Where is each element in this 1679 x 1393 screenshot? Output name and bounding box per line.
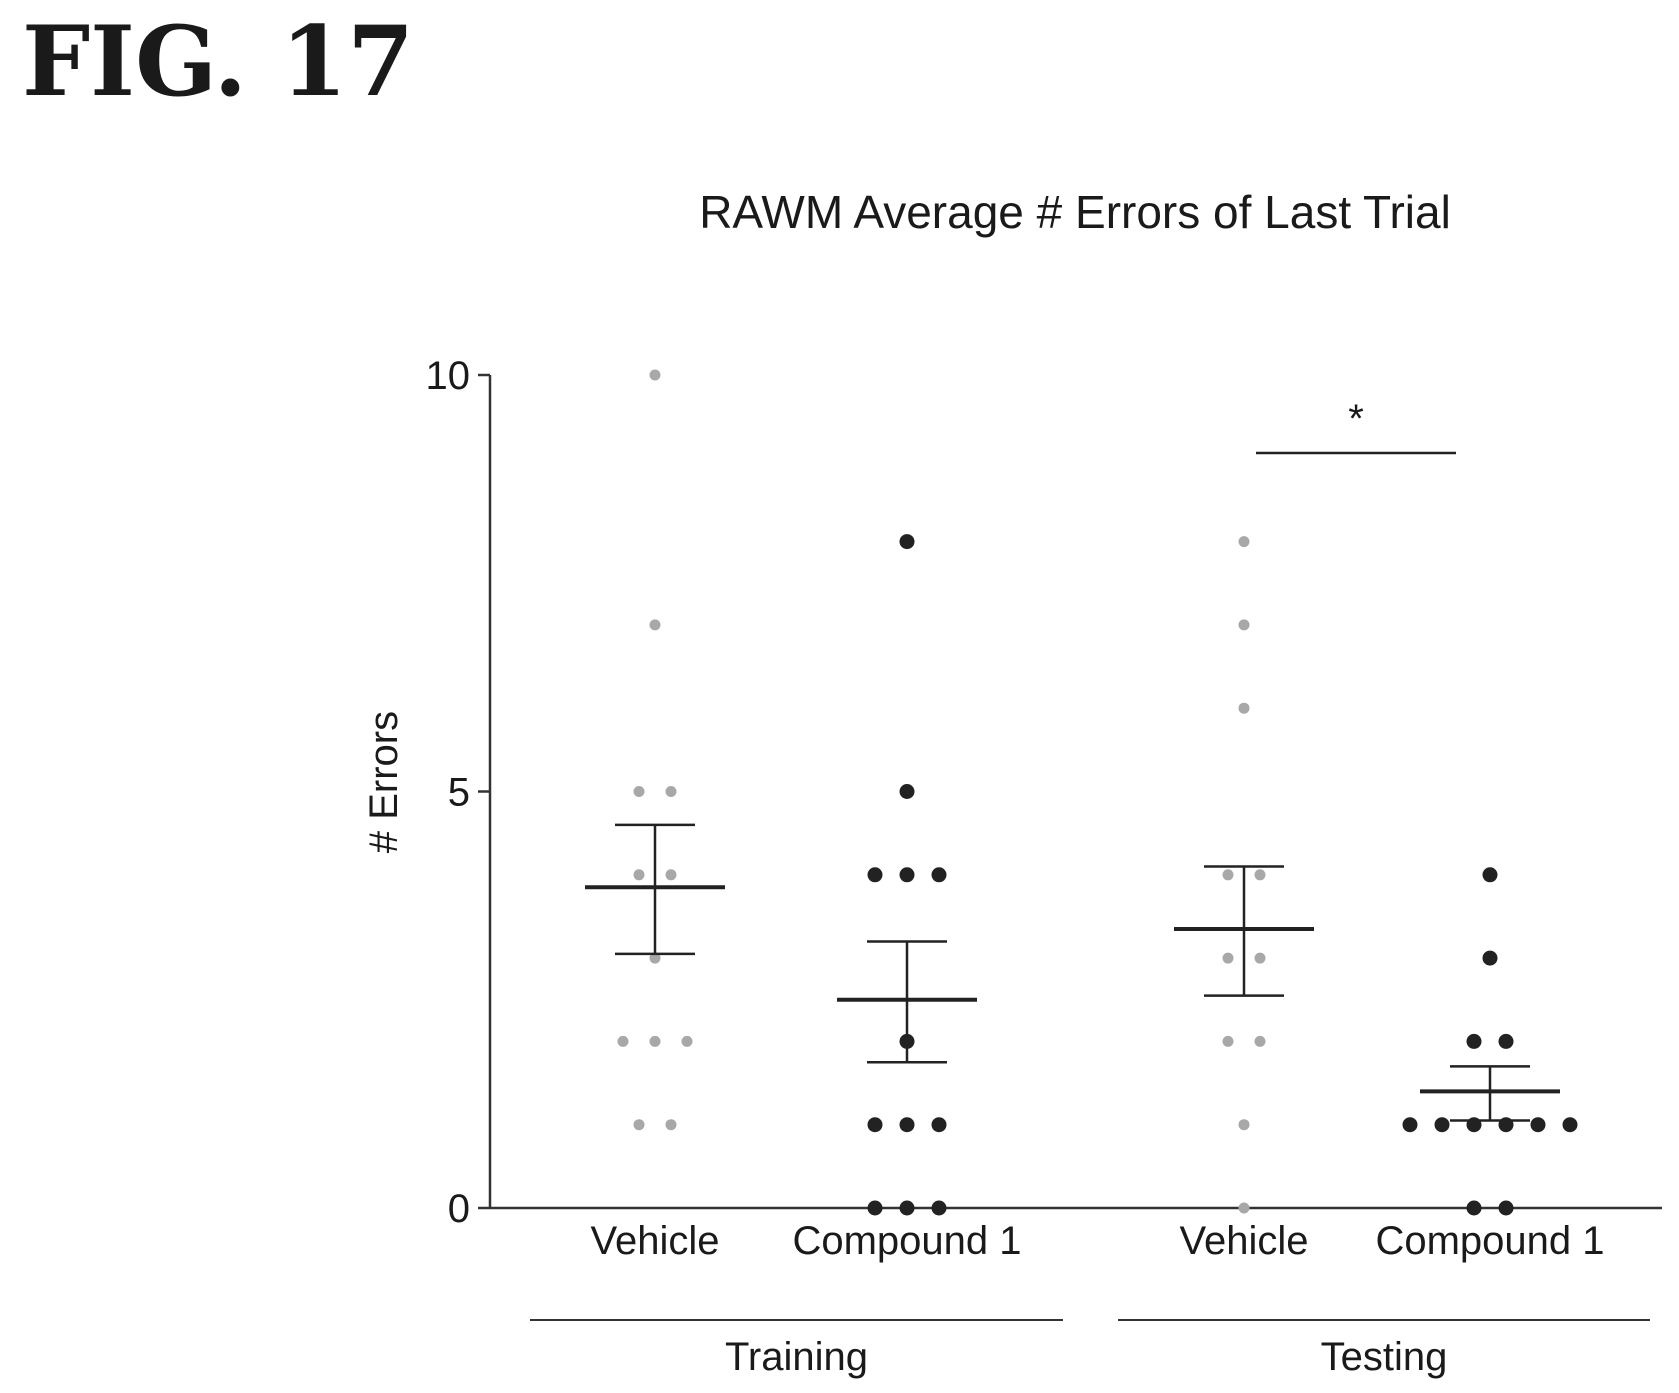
data-point (1482, 950, 1498, 966)
data-point (617, 1035, 629, 1047)
data-point (867, 867, 883, 883)
data-point (633, 1119, 645, 1131)
data-point (1254, 869, 1266, 881)
y-axis-label: # Errors (362, 711, 406, 853)
data-point (867, 1200, 883, 1216)
data-point (1254, 952, 1266, 964)
group-label: Testing (1321, 1335, 1448, 1379)
data-point (1222, 952, 1234, 964)
x-category-label: Compound 1 (1375, 1219, 1604, 1263)
data-point (633, 786, 645, 797)
data-point (1466, 1200, 1482, 1216)
plot-area: 0 5 10 Vehicle Compound 1 Training Vehicle Comp… (426, 354, 1662, 1379)
data-point (1434, 1117, 1450, 1133)
data-point (1238, 1119, 1250, 1131)
data-point (899, 867, 915, 883)
data-point (1498, 1033, 1514, 1049)
data-point (1238, 536, 1250, 548)
data-point (665, 1119, 677, 1131)
data-point (649, 952, 661, 964)
x-category-label: Vehicle (1180, 1219, 1309, 1263)
data-point (1482, 867, 1498, 883)
data-point (1498, 1200, 1514, 1216)
data-point (931, 1117, 947, 1133)
data-point (649, 1035, 661, 1047)
data-point (899, 784, 915, 799)
data-point (1238, 619, 1250, 631)
data-point (1402, 1117, 1418, 1133)
data-point (665, 786, 677, 797)
data-point (1562, 1117, 1578, 1133)
data-point (681, 1035, 693, 1047)
x-category-label: Compound 1 (792, 1219, 1021, 1263)
data-point (899, 534, 915, 550)
data-point (1254, 1035, 1266, 1047)
y-tick-label: 5 (448, 771, 470, 815)
chart-title: RAWM Average # Errors of Last Trial (699, 186, 1451, 238)
data-point (649, 619, 661, 631)
data-point (899, 1117, 915, 1133)
data-point (931, 867, 947, 883)
data-point (1222, 869, 1234, 881)
data-point (899, 1200, 915, 1216)
group-label: Training (725, 1335, 868, 1379)
data-point (1238, 1202, 1250, 1214)
data-point (633, 869, 645, 881)
y-tick-label: 0 (448, 1187, 470, 1231)
data-point (649, 369, 661, 381)
data-point (867, 1117, 883, 1133)
data-point (1238, 702, 1250, 714)
data-point (665, 869, 677, 881)
y-tick-label: 10 (426, 354, 471, 398)
x-category-label: Vehicle (591, 1219, 720, 1263)
data-point (1466, 1033, 1482, 1049)
figure-label: FIG. 17 (22, 5, 414, 118)
data-point (931, 1200, 947, 1216)
significance-label: * (1348, 397, 1364, 441)
data-point (1530, 1117, 1546, 1133)
data-point (1222, 1035, 1234, 1047)
